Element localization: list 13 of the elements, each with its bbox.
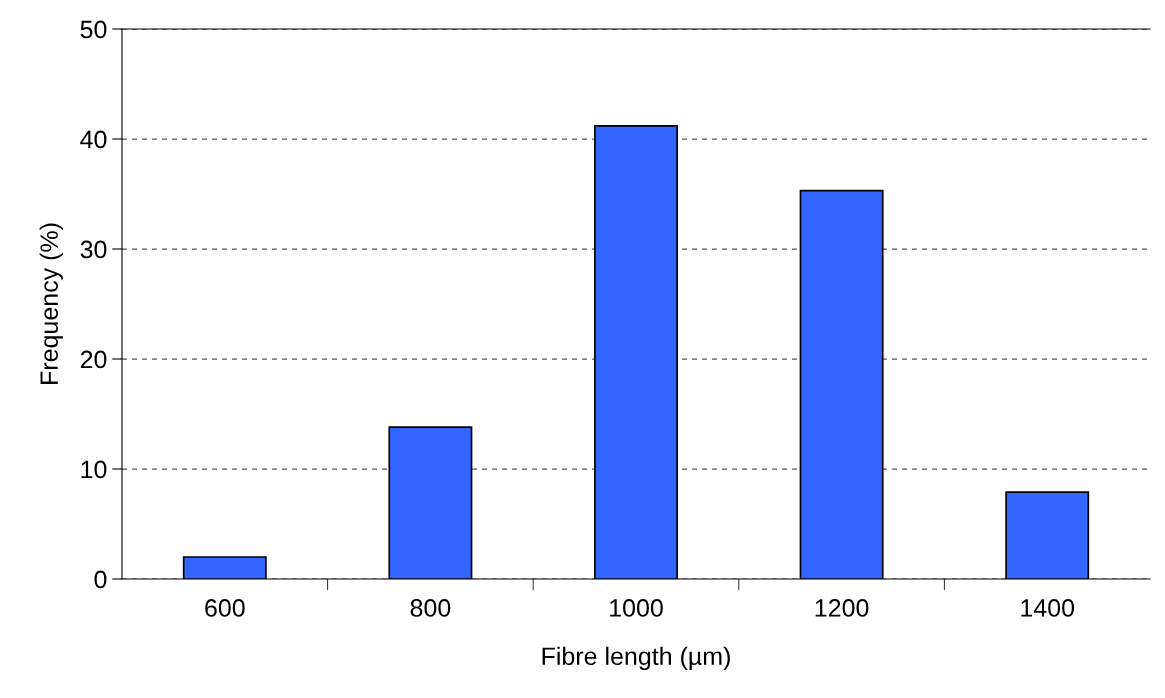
x-tick-label: 1000 (610, 599, 663, 617)
y-tick-label: 30 (80, 240, 107, 259)
x-tick-label: 1400 (1021, 599, 1075, 617)
y-tick-label: 50 (80, 20, 107, 39)
y-axis-title: Frequency (%) (39, 223, 63, 384)
y-tick-label: 0 (94, 570, 107, 589)
x-axis-title: Fibre length (µm) (542, 646, 730, 671)
x-tick-label: 600 (205, 599, 245, 617)
y-tick-label: 40 (80, 130, 107, 149)
y-tick-label: 10 (81, 460, 107, 479)
y-tick-label: 20 (80, 350, 107, 369)
x-tick-label: 1200 (815, 599, 869, 617)
x-tick-label: 800 (410, 599, 451, 617)
